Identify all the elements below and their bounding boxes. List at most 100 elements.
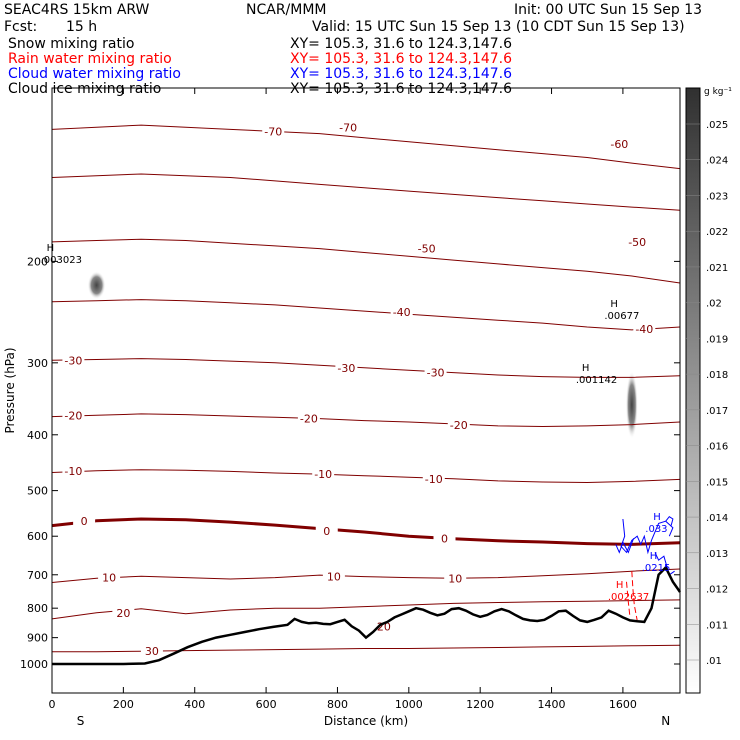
- isotherm-label-bg: [112, 605, 135, 618]
- y-tick-label: 200: [27, 255, 48, 268]
- colorbar-tick-label: .015: [706, 477, 728, 488]
- colorbar-tick-label: .019: [706, 334, 728, 345]
- isotherm-label: -50: [628, 236, 646, 249]
- field-cloudwater-name: Cloud water mixing ratio: [8, 66, 181, 82]
- x-tick-label: 0: [49, 698, 56, 711]
- colorbar-tick-label: .023: [706, 191, 728, 202]
- maximum-value: .033: [645, 524, 667, 535]
- x-tick-label: 200: [113, 698, 134, 711]
- isotherm-label: 0: [81, 515, 88, 528]
- isotherm-line: [51, 517, 681, 546]
- isotherm-label-bg: [297, 411, 320, 424]
- isotherm-label-bg: [626, 234, 649, 247]
- x-tick-label: 1000: [395, 698, 423, 711]
- isotherm-label-bg: [337, 120, 360, 133]
- isotherm-label: -40: [635, 323, 653, 336]
- plot-frame: [51, 87, 681, 694]
- field-rain-name: Rain water mixing ratio: [8, 51, 172, 67]
- isotherm-label-bg: [62, 463, 85, 476]
- y-tick-label: 800: [27, 602, 48, 615]
- isotherm-label-bg: [315, 524, 338, 537]
- colorbar-tick-label: .016: [706, 442, 728, 453]
- isotherm-label-bg: [633, 321, 656, 334]
- colorbar-tick-label: .017: [706, 406, 728, 417]
- x-axis-label: Distance (km): [324, 714, 408, 728]
- x-tick-label: 1200: [466, 698, 494, 711]
- isotherm-label-bg: [322, 569, 345, 582]
- isotherm-label-bg: [62, 408, 85, 421]
- isotherm-label: -60: [610, 138, 628, 151]
- isotherm-line: [51, 413, 681, 428]
- isotherm-line: [51, 599, 681, 620]
- x-tick-label: 400: [184, 698, 205, 711]
- isotherm-label: -20: [300, 413, 318, 426]
- isotherm-label-bg: [62, 353, 85, 366]
- isotherm-label: 10: [327, 571, 341, 584]
- header-fcst-label: Fcst:: [4, 19, 38, 35]
- isotherm-label-bg: [422, 471, 445, 484]
- isotherm-label-bg: [444, 571, 467, 584]
- maximum-h: H: [616, 580, 624, 591]
- isotherm-line: [51, 358, 681, 378]
- field-snow-xy: XY= 105.3, 31.6 to 124.3,147.6: [290, 36, 513, 52]
- maximum-h: H: [650, 551, 658, 562]
- colorbar-tick-label: .02: [706, 299, 722, 310]
- isotherm-label-bg: [262, 124, 285, 137]
- terrain-line: [52, 565, 682, 666]
- cloud-water-contour: [615, 538, 635, 554]
- y-tick-label: 1000: [20, 658, 48, 671]
- endpoint-right: N: [661, 714, 670, 728]
- header-valid: Valid: 15 UTC Sun 15 Sep 13 (10 CDT Sun …: [312, 19, 685, 35]
- field-cloudice-name: Cloud ice mixing ratio: [8, 81, 162, 97]
- field-cloudice-xy: XY= 105.3, 31.6 to 124.3,147.6: [290, 81, 513, 97]
- colorbar-tick-label: .024: [706, 156, 728, 167]
- header-model: SEAC4RS 15km ARW: [4, 2, 150, 18]
- field-rain-xy: XY= 105.3, 31.6 to 124.3,147.6: [290, 51, 513, 67]
- maximum-h: H: [653, 512, 661, 523]
- x-tick-label: 800: [327, 698, 348, 711]
- isotherm-label-bg: [447, 418, 470, 431]
- isotherm-label: -10: [425, 473, 443, 486]
- isotherm-label: 0: [323, 525, 330, 538]
- snow-shade-blob: [87, 271, 106, 300]
- cloud-water-contour: [620, 518, 674, 555]
- snow-max-value: .001142: [576, 375, 617, 386]
- isotherm-label-bg: [390, 305, 413, 318]
- maximum-value: .002637: [608, 592, 649, 603]
- colorbar-tick-label: .012: [706, 585, 728, 596]
- isotherm-label: -50: [418, 243, 436, 256]
- isotherm-label: -20: [450, 419, 468, 432]
- endpoint-left: S: [77, 714, 85, 728]
- x-tick-label: 1400: [538, 698, 566, 711]
- colorbar-tick-label: .013: [706, 549, 728, 560]
- header-init: Init: 00 UTC Sun 15 Sep 13: [514, 2, 703, 18]
- snow-max-h: H: [610, 299, 618, 310]
- y-axis-label: Pressure (hPa): [3, 347, 17, 433]
- cloud-water-contour: [665, 516, 674, 526]
- y-tick-label: 300: [27, 357, 48, 370]
- snow-shade-blob: [625, 370, 638, 439]
- field-cloudwater-xy: XY= 105.3, 31.6 to 124.3,147.6: [290, 66, 513, 82]
- y-tick-label: 600: [27, 530, 48, 543]
- y-tick-label: 700: [27, 569, 48, 582]
- isotherm-label-bg: [312, 467, 335, 480]
- isotherm-label: 10: [448, 572, 462, 585]
- header-org: NCAR/MMM: [246, 2, 327, 18]
- isotherm-label-bg: [415, 241, 438, 254]
- isotherm-label-bg: [608, 136, 631, 149]
- isotherm-label: 10: [102, 572, 116, 585]
- colorbar-tick-label: .018: [706, 370, 728, 381]
- colorbar-unit: g kg⁻¹: [704, 87, 732, 97]
- y-tick-label: 500: [27, 485, 48, 498]
- isotherm-label-bg: [433, 531, 456, 544]
- colorbar-tick-label: .011: [706, 620, 728, 631]
- y-tick-label: 400: [27, 429, 48, 442]
- snow-max-value: .003023: [41, 255, 82, 266]
- colorbar-tick-label: .022: [706, 227, 728, 238]
- header-fcst-value: 15 h: [66, 19, 98, 35]
- colorbar-tick-label: .014: [706, 513, 728, 524]
- isotherm-label: -70: [339, 121, 357, 134]
- isotherm-line: [51, 124, 681, 170]
- isotherm-label: -30: [64, 354, 82, 367]
